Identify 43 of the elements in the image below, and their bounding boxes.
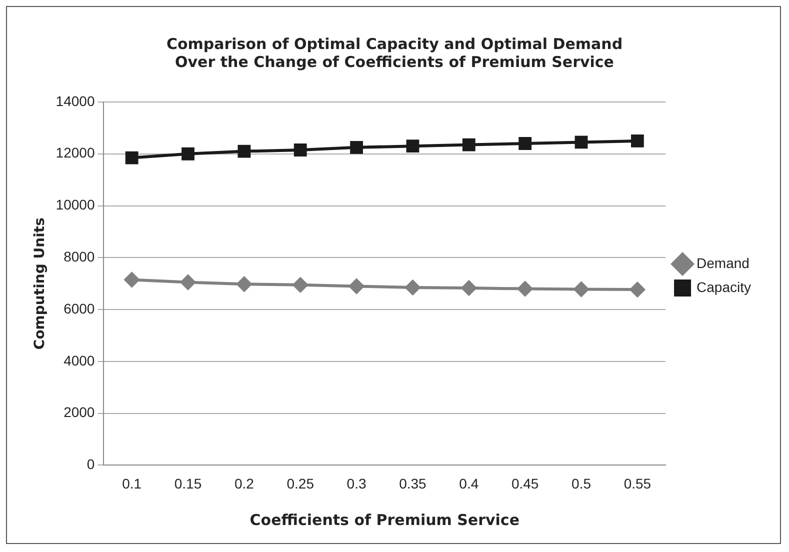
x-tick-label: 0.45: [511, 475, 539, 492]
x-tick-label: 0.5: [572, 475, 592, 492]
point: [630, 282, 645, 298]
x-tick-label: 0.1: [122, 475, 142, 492]
point: [574, 282, 589, 297]
y-tick-label: 4000: [64, 352, 95, 368]
chart-title: Comparison of Optimal Capacity and Optimal Demand Over the Change of Coefficients of Premium Service: [166, 34, 623, 71]
x-tick-label: 0.3: [346, 475, 366, 492]
y-tick-label: 14000: [56, 92, 95, 109]
point: [238, 144, 251, 158]
point: [294, 144, 307, 156]
point: [574, 136, 588, 149]
point: [125, 151, 138, 164]
point: [461, 280, 476, 296]
point: [292, 277, 308, 292]
point: [405, 280, 420, 295]
x-tick-label: 0.35: [399, 475, 427, 492]
y-axis-title: Computing Units: [32, 218, 48, 350]
x-tick-label: 0.2: [234, 475, 254, 492]
y-tick-label: 6000: [64, 300, 95, 316]
y-tick-label: 12000: [56, 144, 95, 161]
y-tick-label: 10000: [56, 196, 95, 213]
x-tick-label: 0.4: [459, 475, 479, 492]
legend-label: Capacity: [696, 278, 751, 295]
point: [406, 140, 420, 153]
point: [630, 134, 644, 148]
point: [350, 140, 363, 154]
point: [182, 147, 194, 160]
x-axis-title: Coefficients of Premium Service: [250, 510, 520, 529]
point: [236, 276, 252, 292]
point: [518, 281, 533, 296]
y-tick-label: 0: [86, 456, 95, 472]
x-tick-label: 0.15: [174, 475, 202, 492]
legend-label: Demand: [696, 254, 750, 271]
point: [124, 272, 140, 288]
x-tick-label: 0.55: [624, 475, 652, 492]
point: [518, 137, 532, 150]
y-tick-label: 8000: [64, 248, 95, 265]
x-tick-label: 0.25: [286, 475, 314, 492]
point: [180, 274, 196, 290]
y-tick-label: 2000: [64, 404, 95, 420]
point: [462, 138, 476, 152]
point: [349, 278, 364, 294]
